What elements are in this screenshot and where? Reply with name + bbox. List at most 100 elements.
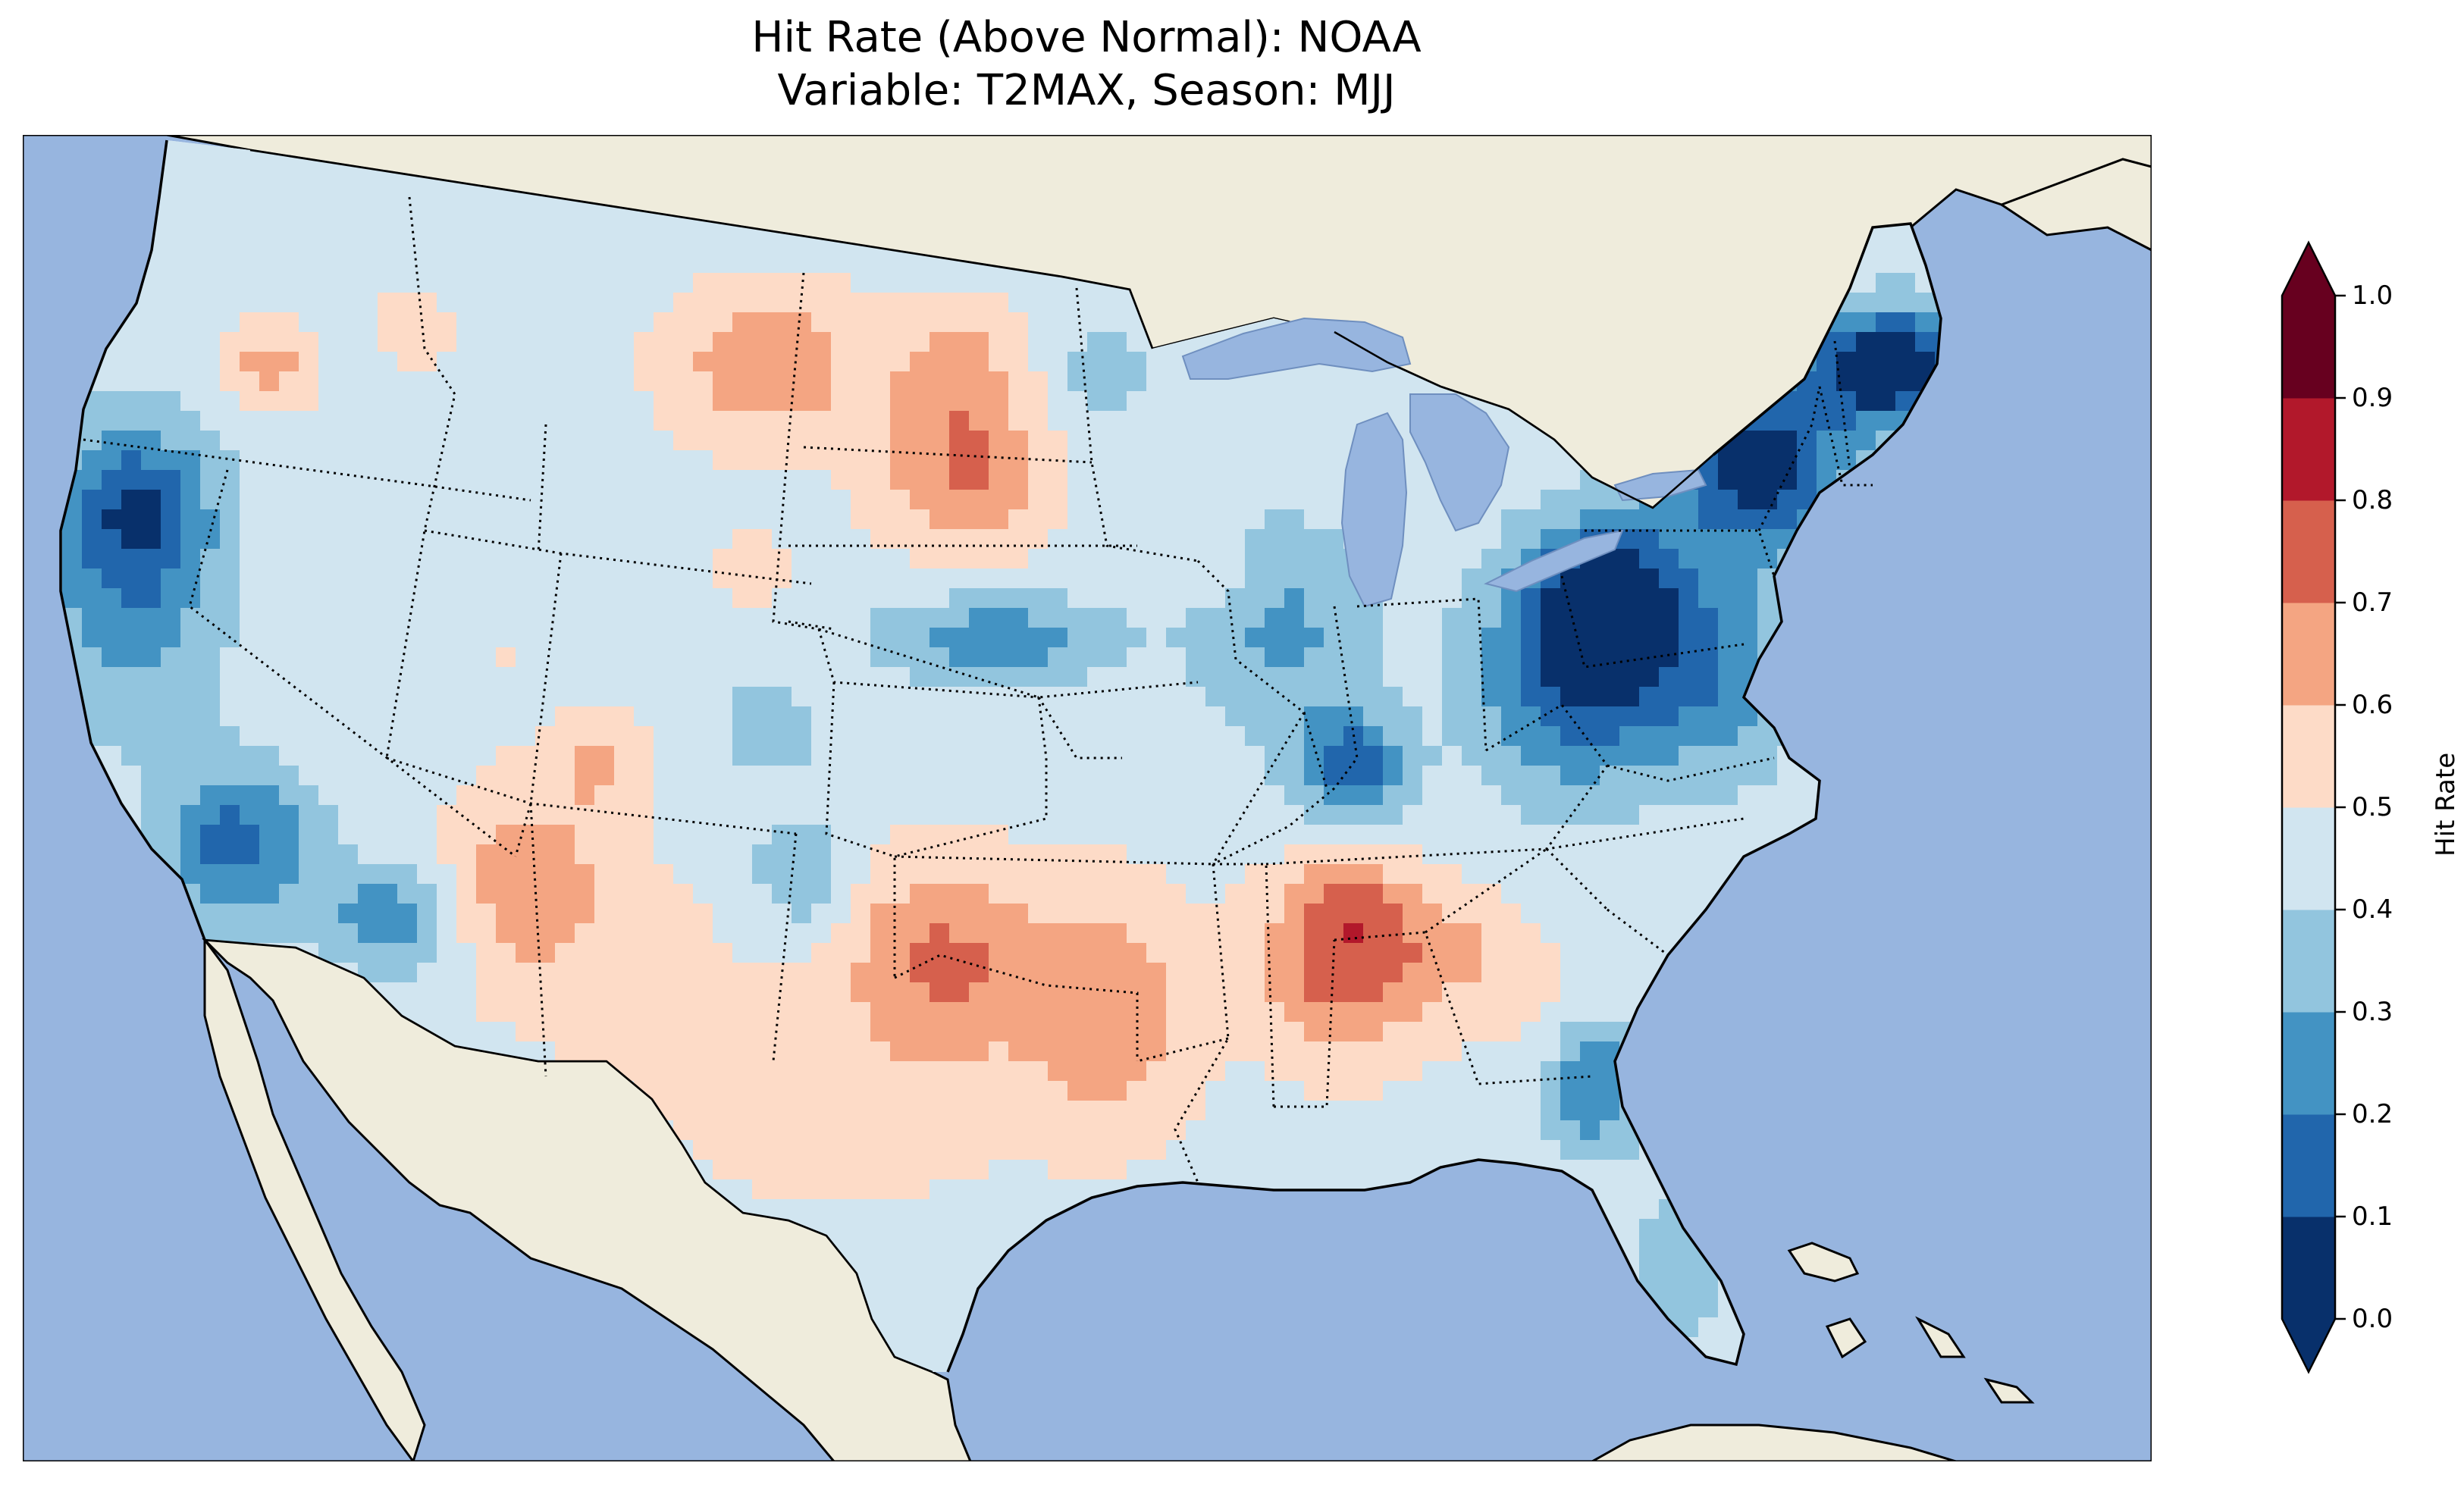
hit-rate-cell [1067, 371, 1088, 392]
hit-rate-cell [1265, 529, 1285, 550]
hit-rate-cell [910, 332, 930, 352]
hit-rate-cell [1501, 963, 1522, 983]
hit-rate-cell [1600, 509, 1620, 530]
hit-rate-cell [851, 825, 871, 845]
hit-rate-cell [792, 391, 812, 412]
hit-rate-cell [516, 766, 536, 786]
hit-rate-cell [1166, 431, 1187, 451]
hit-rate-cell [200, 825, 221, 845]
hit-rate-cell [1107, 785, 1127, 806]
hit-rate-cell [752, 805, 773, 825]
hit-rate-cell [516, 411, 536, 431]
hit-rate-cell [1679, 509, 1699, 530]
hit-rate-cell [870, 253, 891, 274]
hit-rate-cell [1738, 568, 1758, 589]
hit-rate-cell [1541, 470, 1561, 490]
hit-rate-cell [1481, 766, 1502, 786]
hit-rate-cell [713, 529, 733, 550]
maritimes-land [1998, 158, 2152, 252]
hit-rate-cell [496, 509, 516, 530]
hit-rate-cell [279, 391, 299, 412]
hit-rate-cell [180, 174, 201, 195]
hit-rate-cell [949, 411, 970, 431]
hit-rate-cell [1146, 785, 1167, 806]
hit-rate-cell [496, 628, 516, 648]
hit-rate-cell [969, 450, 989, 471]
hit-rate-cell [1166, 864, 1187, 885]
hit-rate-cell [535, 805, 556, 825]
hit-rate-cell [1028, 706, 1049, 727]
hit-rate-cell [811, 647, 832, 668]
hit-rate-cell [417, 588, 437, 609]
hit-rate-cell [673, 509, 694, 530]
hit-rate-cell [910, 726, 930, 747]
hit-rate-cell [1067, 352, 1088, 372]
hit-rate-cell [338, 549, 359, 569]
hit-rate-cell [673, 273, 694, 293]
hit-rate-cell [102, 549, 122, 569]
hit-rate-cell [890, 825, 911, 845]
hit-rate-cell [358, 588, 378, 609]
hit-rate-cell [1166, 706, 1187, 727]
hit-rate-cell [1619, 628, 1640, 648]
hit-rate-cell [989, 923, 1009, 944]
hit-rate-cell [1383, 864, 1403, 885]
hit-rate-cell [1422, 864, 1443, 885]
hit-rate-cell [870, 746, 891, 766]
hit-rate-cell [496, 1022, 516, 1042]
hit-rate-cell [180, 140, 201, 155]
hit-rate-cell [220, 233, 240, 254]
hit-rate-cell [634, 608, 654, 628]
hit-rate-cell [752, 825, 773, 845]
hit-rate-cell [772, 864, 792, 885]
hit-rate-cell [772, 667, 792, 687]
hit-rate-cell [318, 766, 339, 786]
hit-rate-cell [1127, 923, 1147, 944]
hit-rate-cell [1048, 1022, 1068, 1042]
hit-rate-cell [1580, 568, 1600, 589]
hit-rate-cell [279, 273, 299, 293]
hit-rate-cell [713, 923, 733, 944]
hit-rate-cell [121, 529, 142, 550]
hit-rate-cell [594, 233, 615, 254]
hit-rate-cell [634, 293, 654, 313]
hit-rate-cell [378, 568, 398, 589]
hit-rate-cell [1560, 628, 1581, 648]
hit-rate-cell [476, 332, 497, 352]
hit-rate-cell [1087, 332, 1108, 352]
hit-rate-cell [1442, 805, 1462, 825]
hit-rate-cell [969, 490, 989, 510]
hit-rate-cell [1304, 529, 1324, 550]
hit-rate-cell [240, 174, 260, 195]
hit-rate-cell [1600, 667, 1620, 687]
hit-rate-cell [1836, 431, 1857, 451]
hit-rate-cell [772, 470, 792, 490]
hit-rate-cell [180, 470, 201, 490]
hit-rate-cell [82, 411, 102, 431]
hit-rate-cell [949, 766, 970, 786]
hit-rate-cell [713, 352, 733, 372]
hit-rate-cell [516, 233, 536, 254]
hit-rate-cell [496, 864, 516, 885]
hit-rate-cell [141, 549, 161, 569]
hit-rate-cell [102, 628, 122, 648]
hit-rate-cell [1580, 963, 1600, 983]
hit-rate-cell [693, 805, 713, 825]
hit-rate-cell [1343, 963, 1364, 983]
hit-rate-cell [575, 273, 595, 293]
hit-rate-cell [634, 1022, 654, 1042]
hit-rate-cell [1324, 431, 1344, 451]
hit-rate-cell [929, 273, 950, 293]
hit-rate-cell [910, 687, 930, 707]
hit-rate-cell [417, 963, 437, 983]
hit-rate-cell [634, 312, 654, 333]
hit-rate-cell [299, 371, 319, 392]
hit-rate-cell [1146, 746, 1167, 766]
hit-rate-cell [82, 687, 102, 707]
hit-rate-cell [1836, 411, 1857, 431]
hit-rate-cell [1067, 568, 1088, 589]
hit-rate-cell [1541, 746, 1561, 766]
hit-rate-cell [989, 628, 1009, 648]
hit-rate-cell [240, 490, 260, 510]
hit-rate-cell [1107, 904, 1127, 924]
